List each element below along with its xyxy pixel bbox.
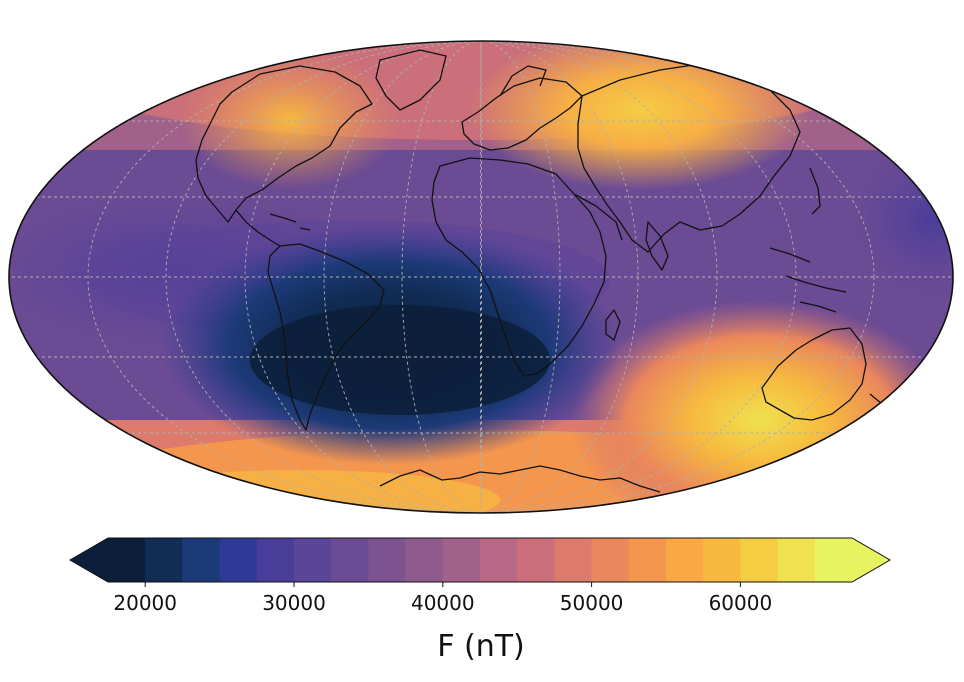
meridian-line (401, 41, 561, 513)
india-coast (645, 221, 669, 271)
north-america-coast (195, 65, 373, 223)
colorbar-segment (108, 538, 146, 582)
colorbar-label: F (nT) (437, 629, 525, 664)
east-pacific-mid (850, 140, 953, 300)
mollweide-map-svg (8, 40, 954, 514)
colorbar-tick-label: 20000 (113, 591, 177, 615)
colorbar-segment (331, 538, 369, 582)
central-america-coast (235, 209, 281, 247)
arabia-coast (573, 193, 623, 241)
colorbar-segment (368, 538, 407, 582)
colorbar-segment (814, 538, 853, 582)
south-america-coast (267, 243, 385, 431)
colorbar: 20000 30000 40000 50000 60000 F (nT) (0, 530, 964, 678)
graticule (9, 41, 953, 513)
colorbar-segment (219, 538, 258, 582)
caribbean-islands (269, 213, 311, 231)
antarctica-coast (379, 465, 661, 493)
meridian-line (244, 41, 718, 513)
meridian-line (323, 41, 639, 513)
colorbar-segment (480, 538, 518, 582)
colorbar-outline (69, 537, 891, 583)
colorbar-segment (294, 538, 332, 582)
colorbar-segment (554, 538, 593, 582)
meridian-line (87, 41, 875, 513)
colorbar-segment (591, 538, 630, 582)
colorbar-segment (703, 538, 741, 582)
map-boundary (8, 40, 954, 514)
colorbar-segment (777, 538, 816, 582)
colorbar-segment (666, 538, 704, 582)
coastlines (195, 49, 883, 493)
colorbar-segment (740, 538, 779, 582)
colorbar-extend-min (70, 538, 108, 582)
colorbar-svg: 20000 30000 40000 50000 60000 F (nT) (69, 537, 891, 664)
central-meridian (480, 41, 482, 513)
southeast-asia-islands (769, 247, 847, 313)
madagascar-coast (605, 309, 621, 341)
colorbar-ticks: 20000 30000 40000 50000 60000 (113, 582, 772, 615)
colorbar-tick-label: 40000 (411, 591, 475, 615)
colorbar-segments (69, 537, 891, 583)
scandinavia-coast (499, 65, 547, 97)
colorbar-segment (628, 538, 667, 582)
australia-high (570, 300, 950, 513)
colorbar-segment (256, 538, 295, 582)
colorbar-segment (517, 538, 555, 582)
north-america-high (180, 50, 400, 190)
colorbar-segment (182, 538, 221, 582)
colorbar-tick-label: 30000 (262, 591, 326, 615)
colorbar-segment (442, 538, 481, 582)
colorbar-segment (405, 538, 444, 582)
colorbar-segment (145, 538, 183, 582)
japan-coast (809, 167, 821, 215)
colorbar-tick-label: 50000 (560, 591, 624, 615)
australia-coast (761, 327, 867, 421)
field-intensity-field (9, 41, 953, 513)
anomaly-core (250, 305, 550, 415)
africa-coast (431, 157, 607, 377)
meridian-line (165, 41, 797, 513)
europe-coast (461, 77, 583, 151)
colorbar-tick-label: 60000 (709, 591, 773, 615)
greenland-coast (375, 49, 447, 111)
colorbar-extend-max (852, 538, 890, 582)
world-map (8, 40, 954, 514)
